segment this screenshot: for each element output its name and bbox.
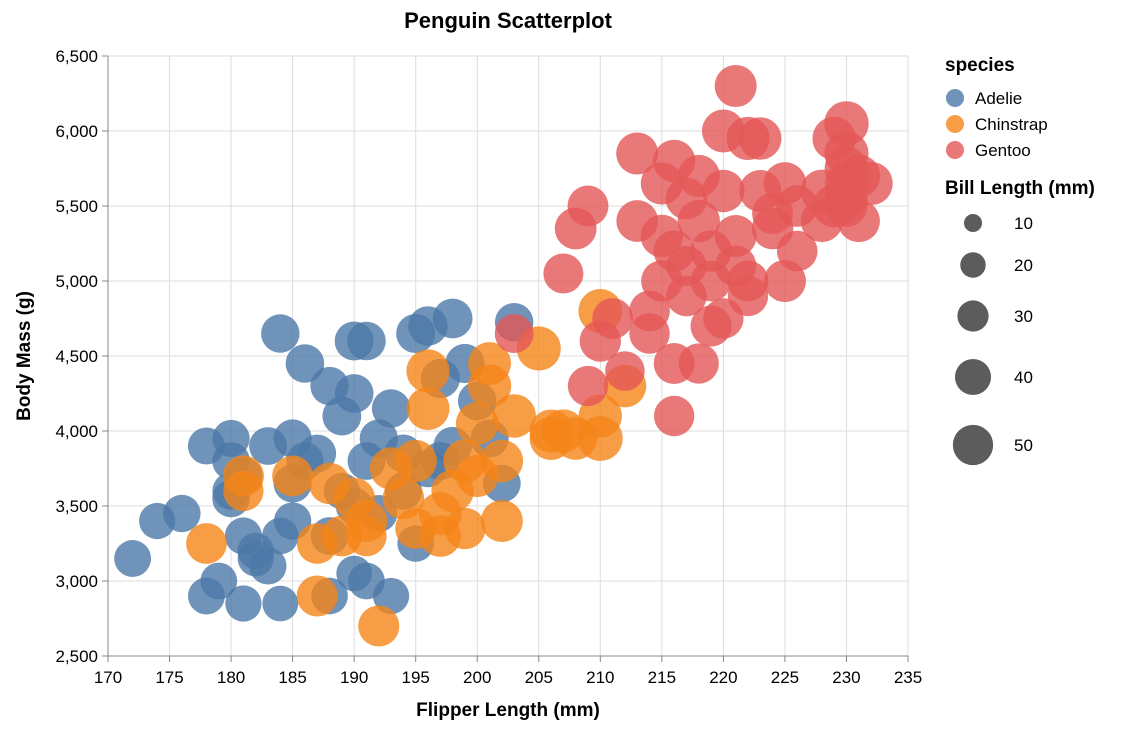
legend-size-title: Bill Length (mm)	[945, 178, 1095, 199]
data-point-chinstrap	[186, 523, 227, 564]
x-tick-label: 235	[894, 668, 922, 687]
legend-label-gentoo: Gentoo	[975, 141, 1031, 160]
legend-label-adelie: Adelie	[975, 89, 1022, 108]
data-point-chinstrap	[455, 402, 499, 445]
legend-size-circle	[952, 424, 994, 466]
axis-layer: 170 175 180 185 190 195 200 205 210 215 220 225 230 2…	[55, 47, 922, 687]
y-tick-label: 3,000	[55, 572, 98, 591]
legend-size-label: 20	[1014, 256, 1033, 275]
data-point-chinstrap	[358, 605, 400, 647]
legend-size-label: 10	[1014, 214, 1033, 233]
data-point-gentoo	[727, 275, 769, 317]
x-axis-title: Flipper Length (mm)	[416, 700, 600, 721]
legend: species Bill Length (mm) Adelie Chinstrap…	[945, 55, 1095, 466]
legend-size-circle	[957, 300, 989, 332]
chart-title: Penguin Scatterplot	[404, 8, 612, 33]
x-tick-label: 230	[832, 668, 860, 687]
x-tick-label: 220	[709, 668, 737, 687]
legend-color-title: species	[945, 55, 1015, 76]
data-point-gentoo	[494, 314, 534, 353]
data-point-chinstrap	[272, 455, 314, 497]
legend-size-label: 30	[1014, 307, 1033, 326]
data-point-gentoo	[567, 365, 609, 407]
x-tick-label: 200	[463, 668, 491, 687]
data-point-chinstrap	[406, 349, 450, 393]
data-point-gentoo	[678, 343, 719, 384]
x-tick-label: 180	[217, 668, 245, 687]
data-point-gentoo	[714, 215, 757, 257]
legend-size-circle	[954, 358, 992, 396]
data-point-gentoo	[605, 351, 645, 391]
data-point-gentoo	[739, 117, 782, 160]
data-point-gentoo	[653, 395, 695, 437]
data-point-gentoo	[776, 230, 818, 272]
legend-size-label: 40	[1014, 368, 1033, 387]
data-point-gentoo	[825, 185, 868, 227]
y-tick-label: 2,500	[55, 647, 98, 666]
data-point-adelie	[347, 321, 386, 361]
data-point-chinstrap	[444, 507, 486, 550]
data-point-chinstrap	[222, 455, 264, 497]
point-layer	[114, 64, 893, 647]
data-point-adelie	[371, 389, 411, 428]
data-point-adelie	[262, 585, 299, 622]
y-tick-label: 5,500	[55, 197, 98, 216]
data-point-gentoo	[543, 253, 584, 294]
x-tick-label: 210	[586, 668, 614, 687]
x-tick-label: 175	[155, 668, 183, 687]
data-point-gentoo	[702, 169, 745, 213]
data-point-adelie	[200, 562, 238, 600]
y-axis-title: Body Mass (g)	[14, 291, 35, 421]
legend-swatch-chinstrap	[946, 115, 964, 133]
data-point-chinstrap	[492, 394, 536, 438]
data-point-adelie	[163, 494, 201, 533]
data-point-chinstrap	[394, 439, 437, 483]
y-tick-label: 4,500	[55, 347, 98, 366]
data-point-adelie	[372, 577, 410, 615]
x-tick-label: 195	[402, 668, 430, 687]
data-point-chinstrap	[346, 515, 387, 557]
legend-size-label: 50	[1014, 436, 1033, 455]
data-point-gentoo	[616, 132, 659, 175]
legend-swatch-gentoo	[946, 141, 964, 159]
data-point-gentoo	[592, 298, 634, 339]
data-point-chinstrap	[480, 439, 524, 483]
data-point-adelie	[261, 314, 300, 353]
data-point-gentoo	[714, 64, 757, 108]
x-tick-label: 215	[648, 668, 676, 687]
legend-label-chinstrap: Chinstrap	[975, 115, 1048, 134]
y-tick-label: 6,500	[55, 47, 98, 66]
data-point-adelie	[334, 374, 374, 413]
legend-swatch-adelie	[946, 89, 964, 107]
x-tick-label: 225	[771, 668, 799, 687]
legend-size-circle	[963, 213, 983, 233]
data-point-adelie	[432, 298, 473, 339]
x-tick-label: 190	[340, 668, 368, 687]
data-point-chinstrap	[296, 575, 338, 617]
data-point-chinstrap	[468, 342, 511, 385]
data-point-chinstrap	[480, 500, 523, 542]
x-tick-label: 185	[278, 668, 306, 687]
data-point-gentoo	[567, 185, 609, 227]
y-tick-label: 3,500	[55, 497, 98, 516]
y-tick-label: 5,000	[55, 272, 98, 291]
data-point-gentoo	[629, 313, 670, 354]
x-tick-label: 205	[525, 668, 553, 687]
legend-size-circle	[960, 252, 986, 278]
data-point-adelie	[285, 344, 325, 383]
data-point-adelie	[249, 547, 287, 585]
data-point-adelie	[114, 540, 152, 577]
y-tick-label: 6,000	[55, 122, 98, 141]
data-point-adelie	[225, 585, 262, 622]
y-tick-label: 4,000	[55, 422, 98, 441]
x-tick-label: 170	[94, 668, 122, 687]
data-point-chinstrap	[406, 387, 450, 430]
